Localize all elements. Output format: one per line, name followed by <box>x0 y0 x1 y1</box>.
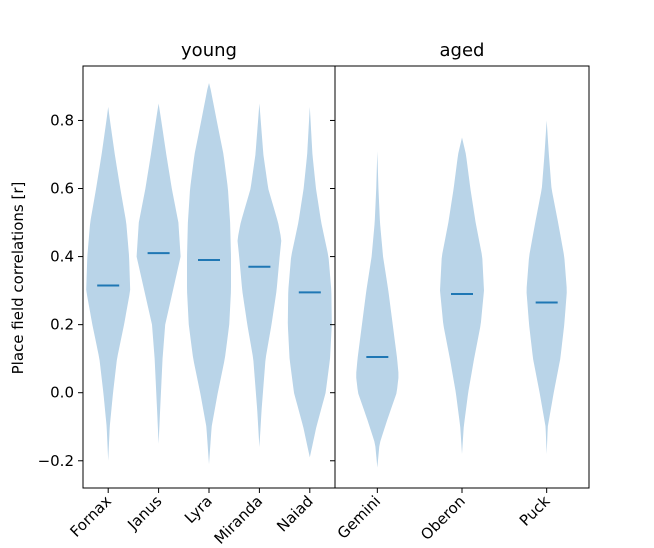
panel-frame-aged <box>334 65 590 489</box>
y-tick-label: −0.2 <box>38 452 74 470</box>
y-tick-label: 0.0 <box>50 384 74 402</box>
y-axis-label: Place field correlations [r] <box>9 182 27 375</box>
panel-title-aged: aged <box>440 40 485 61</box>
violin-oberon <box>440 137 484 454</box>
y-tick-label: 0.2 <box>50 316 74 334</box>
violin-janus <box>136 103 181 444</box>
violin-fornax <box>86 106 131 461</box>
y-tick-label: 0.4 <box>50 248 74 266</box>
panel-title-young: young <box>181 40 237 61</box>
violin-gemini <box>356 151 399 468</box>
violin-miranda <box>237 103 282 448</box>
y-tick-label: 0.8 <box>50 111 74 129</box>
y-tick-label: 0.6 <box>50 180 74 198</box>
violin-naiad <box>287 106 332 458</box>
violin-puck <box>526 120 567 454</box>
violin-lyra <box>187 83 231 465</box>
